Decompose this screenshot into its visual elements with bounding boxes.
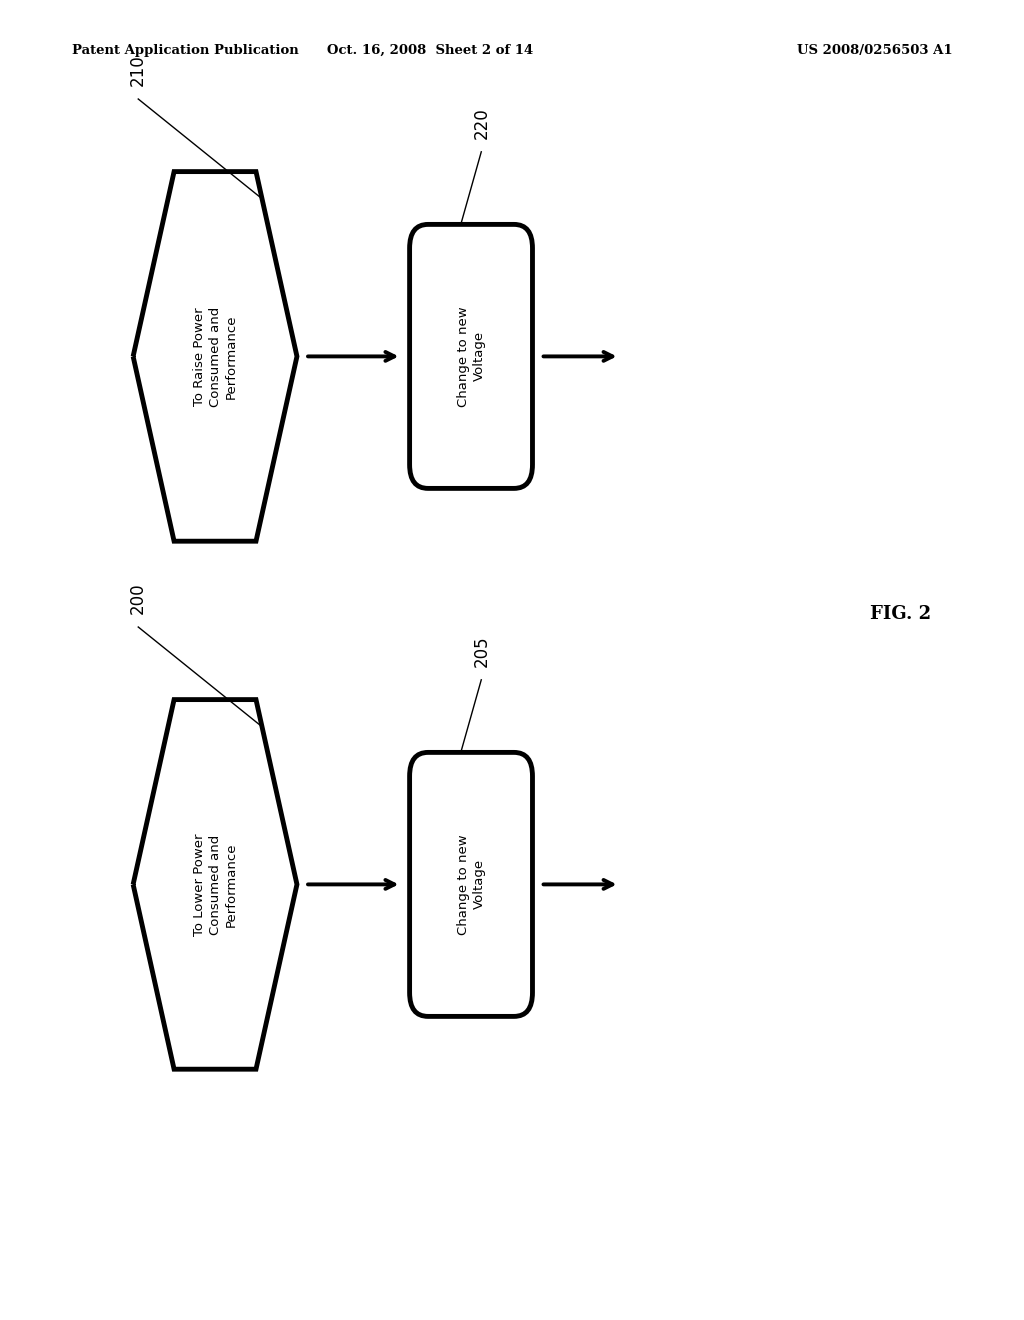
Text: 210: 210 — [129, 54, 147, 86]
FancyBboxPatch shape — [410, 224, 532, 488]
Text: To Raise Power
Consumed and
Performance: To Raise Power Consumed and Performance — [193, 306, 238, 407]
Text: To Lower Power
Consumed and
Performance: To Lower Power Consumed and Performance — [193, 833, 238, 936]
Text: 205: 205 — [472, 635, 490, 667]
Text: Oct. 16, 2008  Sheet 2 of 14: Oct. 16, 2008 Sheet 2 of 14 — [327, 44, 534, 57]
Text: Change to new
Voltage: Change to new Voltage — [457, 834, 485, 935]
Text: Change to new
Voltage: Change to new Voltage — [457, 306, 485, 407]
Text: 200: 200 — [129, 582, 147, 614]
Text: Patent Application Publication: Patent Application Publication — [72, 44, 298, 57]
Text: FIG. 2: FIG. 2 — [870, 605, 932, 623]
FancyBboxPatch shape — [410, 752, 532, 1016]
Text: US 2008/0256503 A1: US 2008/0256503 A1 — [797, 44, 952, 57]
Text: 220: 220 — [472, 107, 490, 139]
